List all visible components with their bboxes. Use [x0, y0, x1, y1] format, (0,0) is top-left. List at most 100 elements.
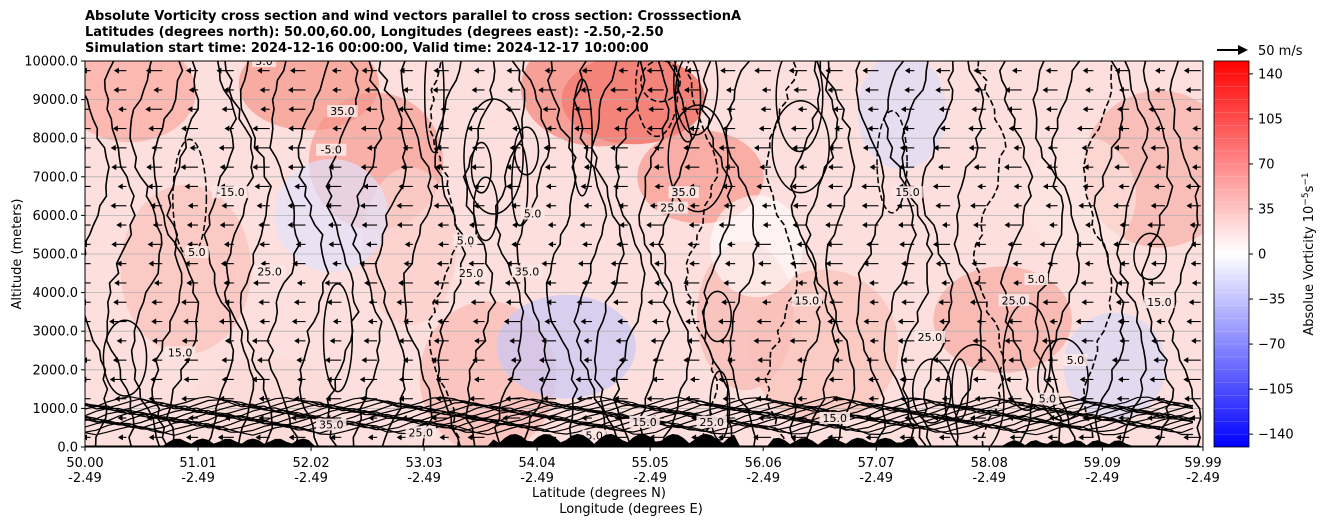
wind-vector-head [610, 144, 616, 151]
wind-vector-head [398, 279, 404, 286]
wind-vector-head [258, 395, 264, 402]
wind-vector-head [1084, 260, 1090, 267]
wind-vector-head [186, 222, 192, 229]
colorbar-label: Absolue Vorticity 10−5s−1 [1301, 172, 1317, 335]
wind-vector-head [109, 318, 115, 325]
wind-vector-head [1008, 125, 1014, 132]
wind-vector-head [404, 241, 410, 248]
wind-vector-head [223, 279, 229, 286]
wind-vector-head [433, 183, 438, 190]
contour-label: 25.0 [1002, 294, 1027, 307]
wind-vector-head [974, 86, 980, 93]
wind-vector-head [940, 125, 946, 132]
wind-vector-head [542, 395, 548, 402]
wind-vector-head [1078, 434, 1084, 441]
contour-label-bg [520, 207, 545, 220]
wind-vector-head [260, 106, 266, 113]
wind-vector-head [689, 202, 695, 209]
wind-vector-head [793, 86, 799, 93]
wind-vector-head [148, 260, 154, 267]
contour-label-bg [185, 246, 209, 258]
wind-vector-head [507, 86, 513, 93]
wind-vector-head [181, 395, 187, 402]
wind-vector-head [869, 299, 875, 306]
contour-line [85, 93, 110, 447]
wind-vector-head [287, 202, 293, 209]
wind-vector-head [218, 144, 224, 151]
wind-vector-head [1117, 318, 1123, 325]
wind-vector-head [472, 357, 478, 364]
contour-line [129, 61, 163, 447]
wind-vector-head [257, 67, 262, 74]
wind-vector-head [253, 279, 259, 286]
wind-vector-head [151, 144, 157, 151]
wind-vector-head [328, 164, 334, 171]
contour-label-bg [211, 186, 249, 199]
wind-vector-head [294, 337, 300, 344]
contour-label: 25.0 [257, 265, 282, 278]
wind-vector-head [1118, 125, 1123, 132]
contour-loop [634, 61, 679, 138]
wind-vector-head [1078, 202, 1084, 209]
wind-vector-head [753, 434, 759, 441]
contour-line [1093, 61, 1126, 447]
x-tick-label-longitude: -2.49 [1085, 471, 1119, 486]
wind-vector-head [614, 125, 620, 132]
contour-loop [673, 61, 719, 136]
wind-vector-head [1047, 434, 1053, 441]
wind-vector-head [760, 279, 766, 286]
contour-line [165, 61, 200, 447]
wind-vector-head [718, 318, 723, 325]
wind-vector-head [113, 67, 119, 74]
wind-vector-head [512, 222, 518, 229]
wind-vector-head [718, 222, 724, 229]
contour-label-bg [453, 234, 478, 247]
contour-line [1050, 61, 1081, 447]
wind-vector-head [788, 67, 794, 74]
wind-vector-head [1183, 376, 1189, 383]
x-tick-label-longitude: -2.49 [746, 471, 780, 486]
colorbar-tick-label: −70 [1258, 338, 1285, 353]
wind-vector-head [727, 241, 733, 248]
contour-label: 25.0 [918, 331, 943, 344]
x-tick-label-longitude: -2.49 [181, 471, 215, 486]
wind-vector-head [399, 67, 405, 74]
wind-vector-head [828, 144, 834, 151]
y-tick-label: 8000.0 [33, 132, 79, 147]
wind-vector-head [150, 376, 156, 383]
x-tick-label-latitude: 57.07 [858, 456, 895, 471]
wind-vector-head [225, 415, 230, 422]
wind-vector-head [653, 164, 659, 171]
wind-vector-head [436, 260, 442, 267]
contour-loop [775, 61, 824, 153]
wind-vector-head [364, 279, 370, 286]
wind-vector-head [1147, 415, 1153, 422]
wind-vector-head [361, 357, 367, 364]
contour-line-low [85, 395, 1193, 408]
wind-vector-head [188, 86, 194, 93]
wind-vector-head [117, 434, 123, 441]
wind-vector-head [863, 260, 869, 267]
wind-vector-head [325, 395, 331, 402]
wind-vector-head [1047, 260, 1053, 267]
wind-vector-head [826, 202, 832, 209]
wind-vector-head [756, 183, 762, 190]
wind-vector-head [753, 337, 759, 344]
wind-vector-head [112, 357, 118, 364]
wind-vector-head [654, 144, 659, 151]
contour-loop [667, 104, 729, 213]
wind-vector-head [117, 183, 123, 190]
contour-loop [472, 176, 499, 242]
wind-vector-head [754, 241, 760, 248]
wind-vector-head [650, 337, 656, 344]
contour-line [572, 61, 608, 447]
wind-vector-head [722, 183, 728, 190]
wind-vector-head [968, 125, 974, 132]
wind-vector-head [294, 183, 300, 190]
contour-label-bg [657, 201, 688, 214]
wind-vector-head [941, 279, 947, 286]
contour-label: -15.0 [216, 186, 244, 199]
contour-line [789, 61, 824, 447]
wind-vector-head [900, 106, 906, 113]
wind-vector-head [726, 86, 731, 93]
